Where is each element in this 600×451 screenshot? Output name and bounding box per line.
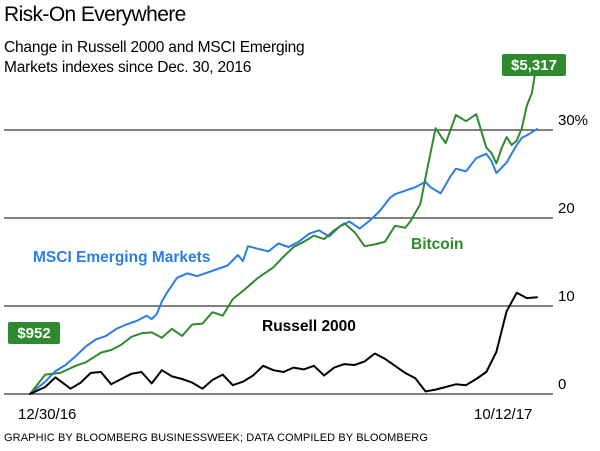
gridlines bbox=[4, 129, 553, 395]
callout-start-box bbox=[8, 322, 60, 344]
series-label-msci: MSCI Emerging Markets bbox=[33, 249, 210, 266]
callout-end-box bbox=[502, 54, 566, 76]
series-line-bitcoin bbox=[29, 60, 538, 395]
y-tick-label-0: 0 bbox=[558, 376, 566, 393]
price-callouts: $952 $5,317 bbox=[8, 54, 566, 344]
y-tick-label-10: 10 bbox=[558, 288, 575, 305]
series-lines bbox=[29, 60, 538, 395]
series-labels: MSCI Emerging Markets Bitcoin Russell 20… bbox=[33, 236, 464, 335]
series-line-russell-2000 bbox=[29, 291, 538, 395]
series-label-russell: Russell 2000 bbox=[262, 318, 356, 335]
y-tick-label-30: 30% bbox=[558, 112, 588, 129]
x-axis-ticks: 12/30/16 10/12/17 bbox=[18, 406, 532, 423]
chart-subtitle: Change in Russell 2000 and MSCI Emerging… bbox=[4, 39, 305, 76]
x-tick-end: 10/12/17 bbox=[474, 406, 532, 423]
series-line-msci-emerging-markets bbox=[29, 128, 538, 395]
series-label-bitcoin: Bitcoin bbox=[411, 236, 464, 253]
chart-title: Risk-On Everywhere bbox=[4, 3, 186, 26]
callout-end-label: $5,317 bbox=[511, 57, 557, 74]
source-credit: GRAPHIC BY BLOOMBERG BUSINESSWEEK; DATA … bbox=[4, 432, 428, 444]
y-axis-ticks: 0 10 20 30% bbox=[558, 112, 588, 393]
callout-start-label: $952 bbox=[17, 325, 50, 342]
y-tick-label-20: 20 bbox=[558, 200, 575, 217]
x-tick-start: 12/30/16 bbox=[18, 406, 76, 423]
